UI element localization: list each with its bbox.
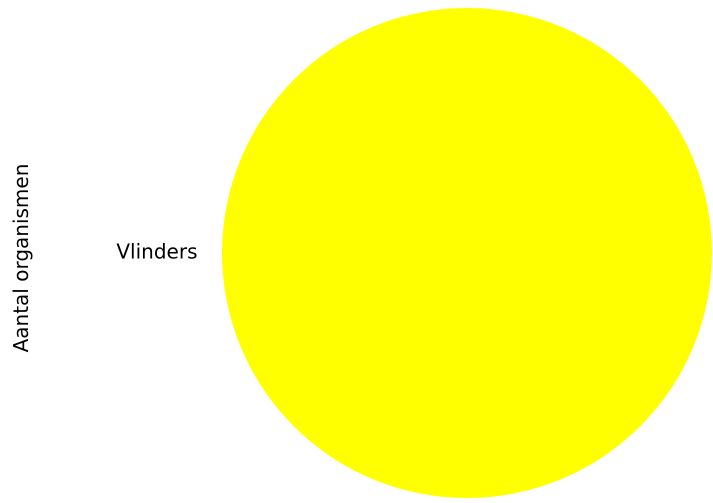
pie-slice-label: Vlinders bbox=[116, 240, 197, 264]
pie-slice-labels: Vlinders bbox=[116, 240, 197, 264]
y-axis-label: Aantal organismen bbox=[9, 164, 33, 353]
pie-slice-vlinders bbox=[222, 8, 712, 498]
pie-slices bbox=[222, 8, 712, 498]
